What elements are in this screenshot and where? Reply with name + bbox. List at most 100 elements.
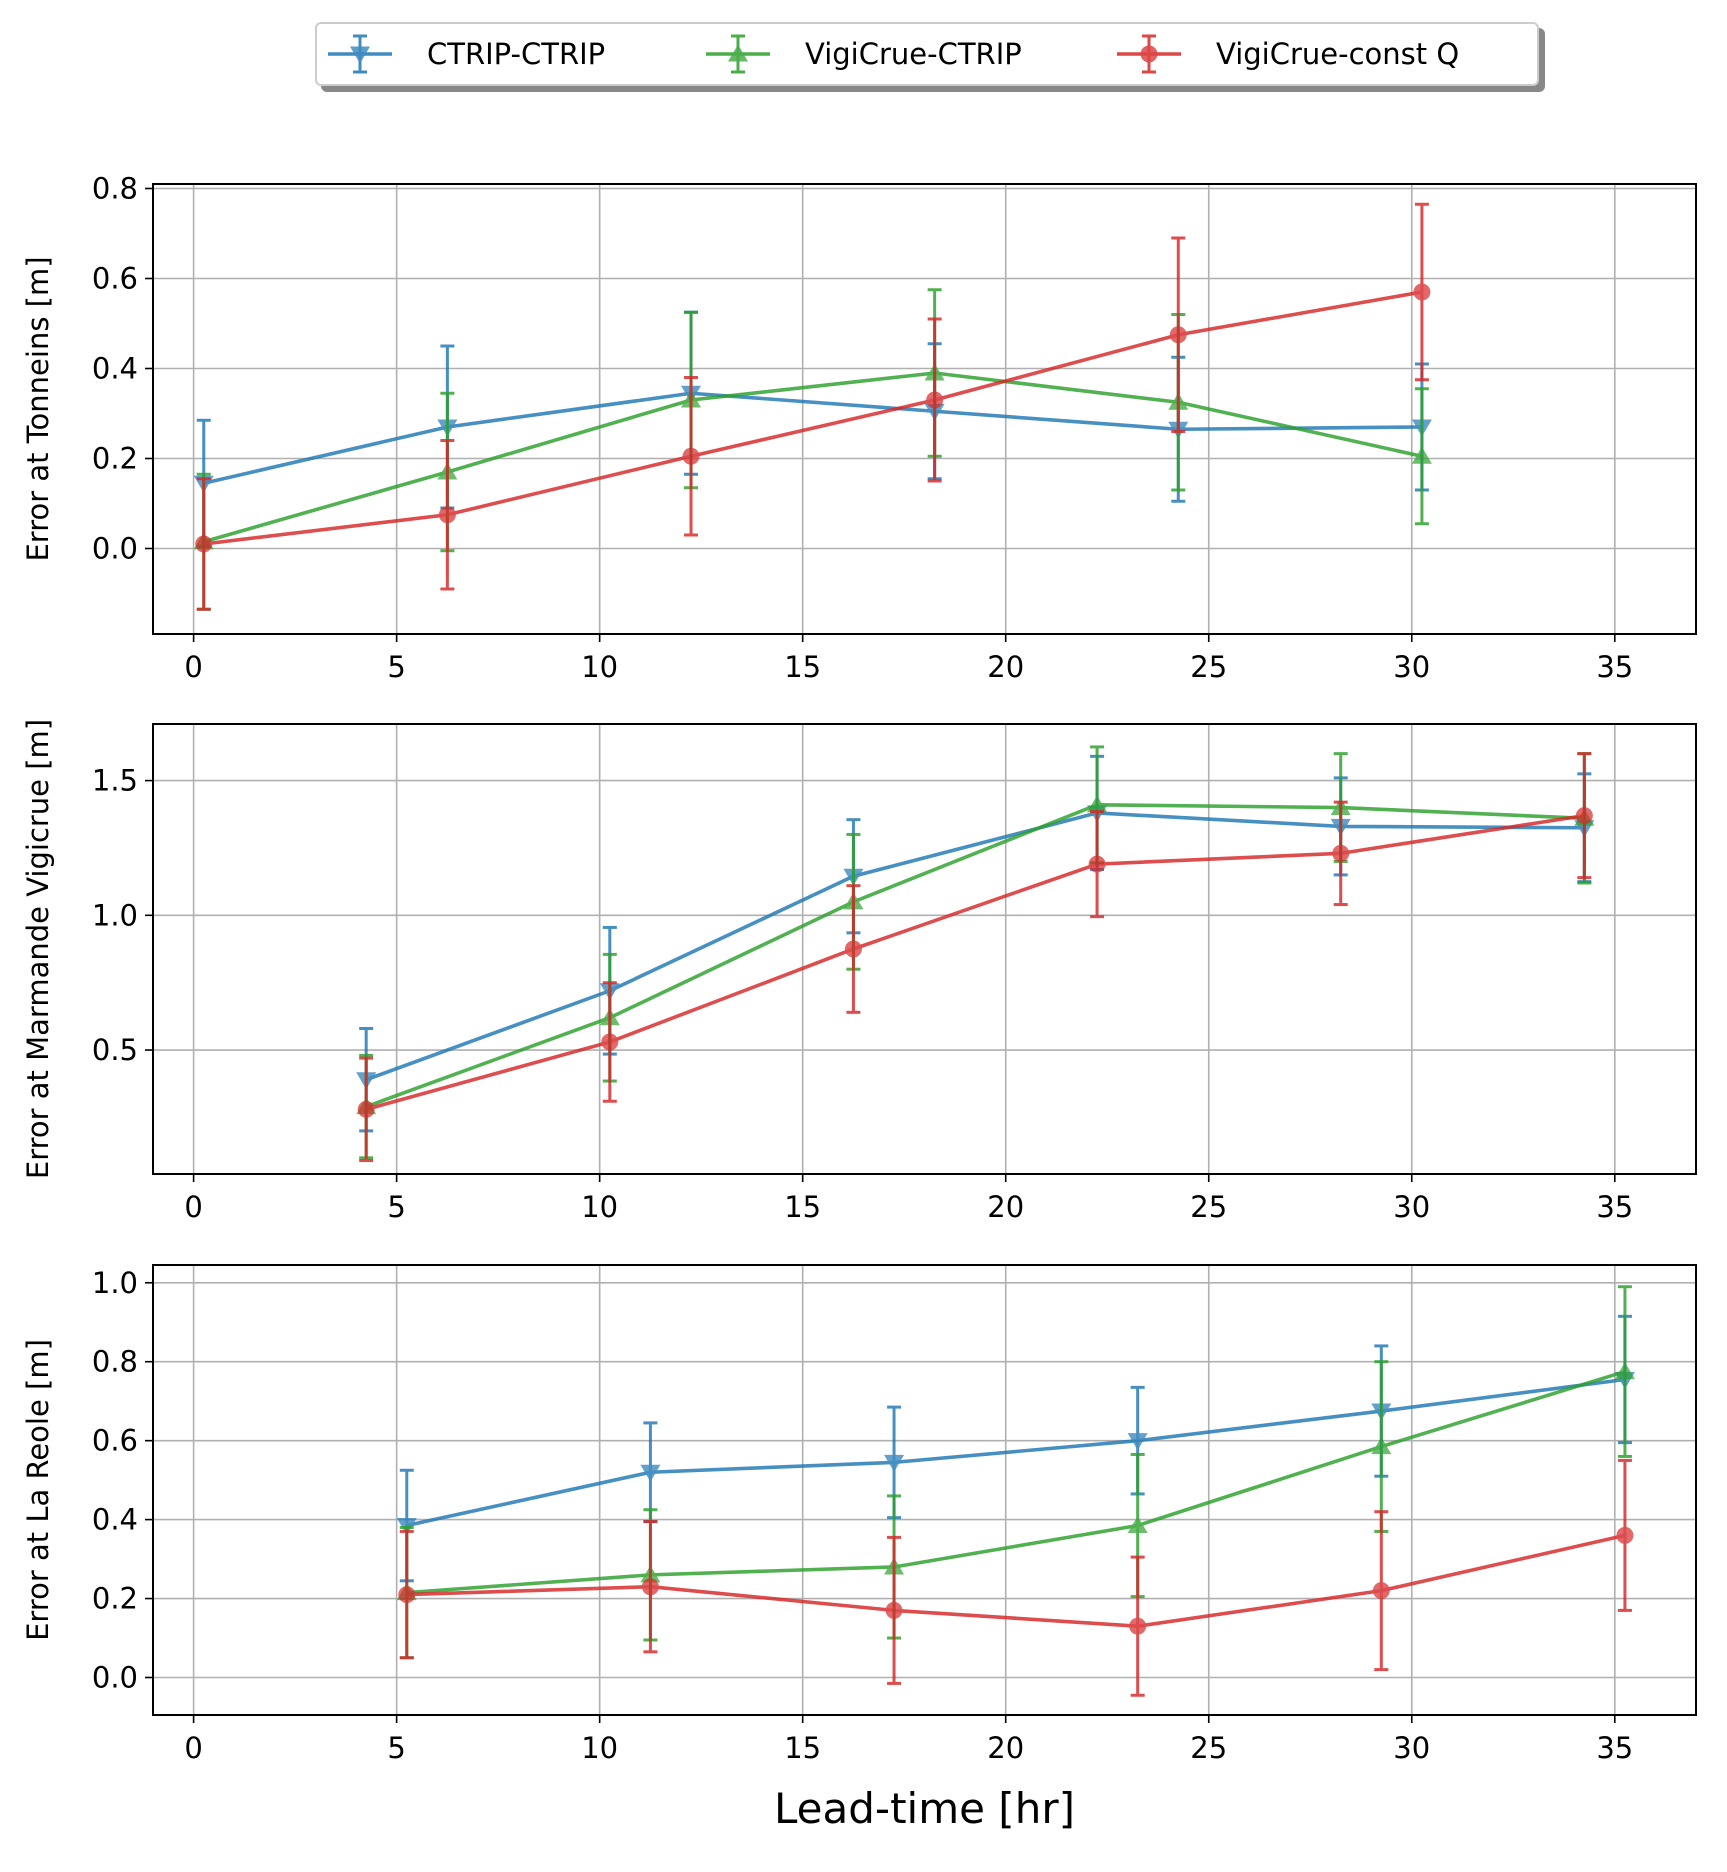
axis-ticks: 0 5 10 15 20 25 30 35 0.0 0.2 0.4 0.6 0.8: [92, 172, 1633, 685]
data-point: [398, 1586, 416, 1604]
x-tick-label: 25: [1190, 650, 1227, 684]
x-tick-label: 30: [1393, 650, 1430, 684]
legend-entry: [1117, 34, 1181, 74]
data-point: [1616, 1526, 1634, 1544]
x-tick-label: 5: [387, 1731, 405, 1765]
legend-entry: [706, 34, 770, 74]
y-tick-label: 0.8: [92, 1345, 138, 1379]
y-tick-label: 0.5: [92, 1033, 138, 1067]
series-vigicrue-const-q: [357, 752, 1593, 1163]
y-tick-label: 1.0: [92, 898, 138, 932]
legend-label: CTRIP-CTRIP: [427, 37, 605, 71]
x-tick-label: 30: [1393, 1190, 1430, 1224]
series-ctrip-ctrip: [396, 1314, 1635, 1583]
y-tick-label: 0.4: [92, 1503, 138, 1537]
x-tick-label: 35: [1596, 1190, 1633, 1224]
data-point: [195, 535, 213, 553]
y-tick-label: 0.0: [92, 532, 138, 566]
data-point: [1087, 795, 1108, 813]
series-line: [203, 290, 1423, 546]
panel-3: 0 5 10 15 20 25 30 35 0.0 0.2 0.4 0.6 0.8 1.0 Error at…: [21, 1264, 1697, 1765]
y-tick-label: 0.4: [92, 352, 138, 386]
series-vigicrue-ctrip: [193, 288, 1432, 611]
x-tick-label: 5: [387, 1190, 405, 1224]
data-point: [884, 1454, 905, 1472]
x-tick-label: 15: [784, 1190, 821, 1224]
x-tick-label: 10: [581, 650, 618, 684]
data-point: [1127, 1433, 1148, 1451]
x-tick-label: 20: [987, 1731, 1024, 1765]
x-tick-label: 0: [184, 1731, 202, 1765]
legend-label: VigiCrue-const Q: [1216, 37, 1459, 71]
series-line: [406, 1377, 1626, 1528]
x-tick-label: 10: [581, 1190, 618, 1224]
series-line: [203, 371, 1423, 544]
plot-frame: [152, 183, 1697, 635]
series-line: [406, 1369, 1626, 1595]
data-point: [1371, 1437, 1392, 1455]
series-line: [365, 813, 1585, 1112]
y-axis-label: Error at Marmande Vigicrue [m]: [21, 719, 55, 1179]
data-point: [1169, 326, 1187, 344]
plot-frame: [152, 1264, 1697, 1716]
legend-marker: [1140, 45, 1158, 63]
y-tick-label: 1.0: [92, 1266, 138, 1300]
x-tick-label: 10: [581, 1731, 618, 1765]
data-point: [1332, 844, 1350, 862]
series-line: [406, 1533, 1626, 1628]
x-tick-label: 15: [784, 1731, 821, 1765]
legend-marker: [350, 46, 370, 64]
x-tick-label: 25: [1190, 1190, 1227, 1224]
data-point: [1413, 283, 1431, 301]
data-point: [601, 1033, 619, 1051]
data-point: [844, 940, 862, 958]
series-line: [365, 811, 1585, 1082]
x-tick-label: 35: [1596, 1731, 1633, 1765]
y-tick-label: 0.2: [92, 442, 138, 476]
series-line: [203, 391, 1422, 486]
x-tick-label: 30: [1393, 1731, 1430, 1765]
data-point: [1411, 446, 1432, 464]
data-point: [926, 391, 944, 409]
y-axis-label: Error at La Reole [m]: [21, 1339, 55, 1641]
x-tick-label: 5: [387, 650, 405, 684]
x-tick-label: 20: [987, 1190, 1024, 1224]
y-axis-label: Error at Tonneins [m]: [21, 256, 55, 561]
y-tick-label: 0.2: [92, 1582, 138, 1616]
data-point: [1614, 1362, 1635, 1380]
data-point: [1127, 1516, 1148, 1534]
grid-lines: [153, 724, 1696, 1174]
panel-1: 0 5 10 15 20 25 30 35 0.0 0.2 0.4 0.6 0.8 Error at To…: [21, 172, 1697, 685]
x-tick-label: 20: [987, 650, 1024, 684]
grid-lines: [153, 1265, 1696, 1715]
data-point: [1088, 855, 1106, 873]
legend-marker: [728, 44, 748, 62]
series-line: [365, 803, 1585, 1109]
data-point: [1372, 1582, 1390, 1600]
y-tick-label: 0.0: [92, 1661, 138, 1695]
x-tick-label: 25: [1190, 1731, 1227, 1765]
series-vigicrue-ctrip: [396, 1285, 1635, 1660]
data-point: [682, 447, 700, 465]
x-tick-label: 35: [1596, 650, 1633, 684]
data-point: [1575, 807, 1593, 825]
data-point: [1129, 1617, 1147, 1635]
y-tick-label: 0.6: [92, 1424, 138, 1458]
y-tick-label: 1.5: [92, 764, 138, 798]
x-tick-label: 0: [184, 650, 202, 684]
series-vigicrue-const-q: [398, 1458, 1634, 1697]
data-point: [438, 506, 456, 524]
series-vigicrue-ctrip: [356, 745, 1595, 1160]
series-vigicrue-const-q: [195, 202, 1431, 611]
data-point: [641, 1578, 659, 1596]
x-tick-label: 0: [184, 1190, 202, 1224]
y-tick-label: 0.8: [92, 172, 138, 206]
axis-ticks: 0 5 10 15 20 25 30 35 0.5 1.0 1.5: [92, 764, 1633, 1224]
x-axis-label: Lead-time [hr]: [774, 1784, 1075, 1833]
data-point: [357, 1100, 375, 1118]
legend-box: [315, 22, 1539, 86]
data-point: [885, 1601, 903, 1619]
legend-label: VigiCrue-CTRIP: [805, 37, 1022, 71]
